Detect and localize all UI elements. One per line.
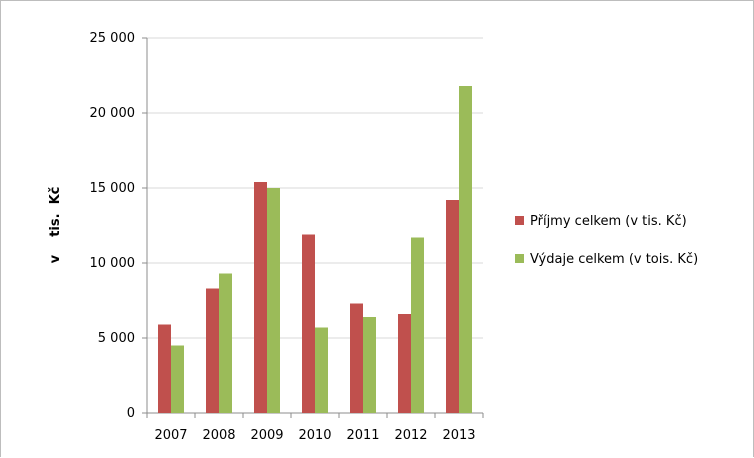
y-tick-label: 10 000 <box>90 256 136 271</box>
x-tick-label: 2013 <box>442 428 475 443</box>
x-tick-label: 2007 <box>154 428 187 443</box>
y-axis-title: v tis. Kč <box>48 187 63 264</box>
x-tick-label: 2012 <box>394 428 427 443</box>
y-tick-label: 15 000 <box>90 181 136 196</box>
legend-swatch <box>515 254 524 263</box>
bar-vydaje-2011 <box>363 317 376 413</box>
legend-label: Výdaje celkem (v tois. Kč) <box>530 252 698 267</box>
x-tick-label: 2010 <box>298 428 331 443</box>
y-tick-label: 20 000 <box>90 106 136 121</box>
legend-swatch <box>515 216 524 225</box>
legend: Příjmy celkem (v tis. Kč) Výdaje celkem (… <box>515 214 698 267</box>
y-tick-label: 0 <box>127 406 135 421</box>
bar-prijmy-2009 <box>254 182 267 413</box>
grid-layer <box>147 37 483 339</box>
bar-prijmy-2010 <box>302 234 315 413</box>
bar-prijmy-2008 <box>206 288 219 413</box>
bar-layer <box>158 86 472 413</box>
x-tick-label: 2011 <box>346 428 379 443</box>
legend-label: Příjmy celkem (v tis. Kč) <box>530 214 687 229</box>
label-layer: 0 5 000 10 000 15 000 20 000 25 000 2007 2008 20… <box>90 31 476 443</box>
bar-vydaje-2010 <box>315 327 328 413</box>
bar-vydaje-2008 <box>219 273 232 413</box>
bar-prijmy-2007 <box>158 324 171 413</box>
bar-vydaje-2009 <box>267 188 280 413</box>
bar-vydaje-2007 <box>171 345 184 413</box>
bar-prijmy-2013 <box>446 200 459 413</box>
bar-prijmy-2011 <box>350 303 363 413</box>
x-tick-label: 2009 <box>250 428 283 443</box>
bar-vydaje-2013 <box>459 86 472 413</box>
x-tick-label: 2008 <box>202 428 235 443</box>
bar-prijmy-2012 <box>398 314 411 413</box>
y-tick-label: 5 000 <box>98 331 135 346</box>
y-tick-label: 25 000 <box>90 31 136 46</box>
bar-vydaje-2012 <box>411 237 424 413</box>
